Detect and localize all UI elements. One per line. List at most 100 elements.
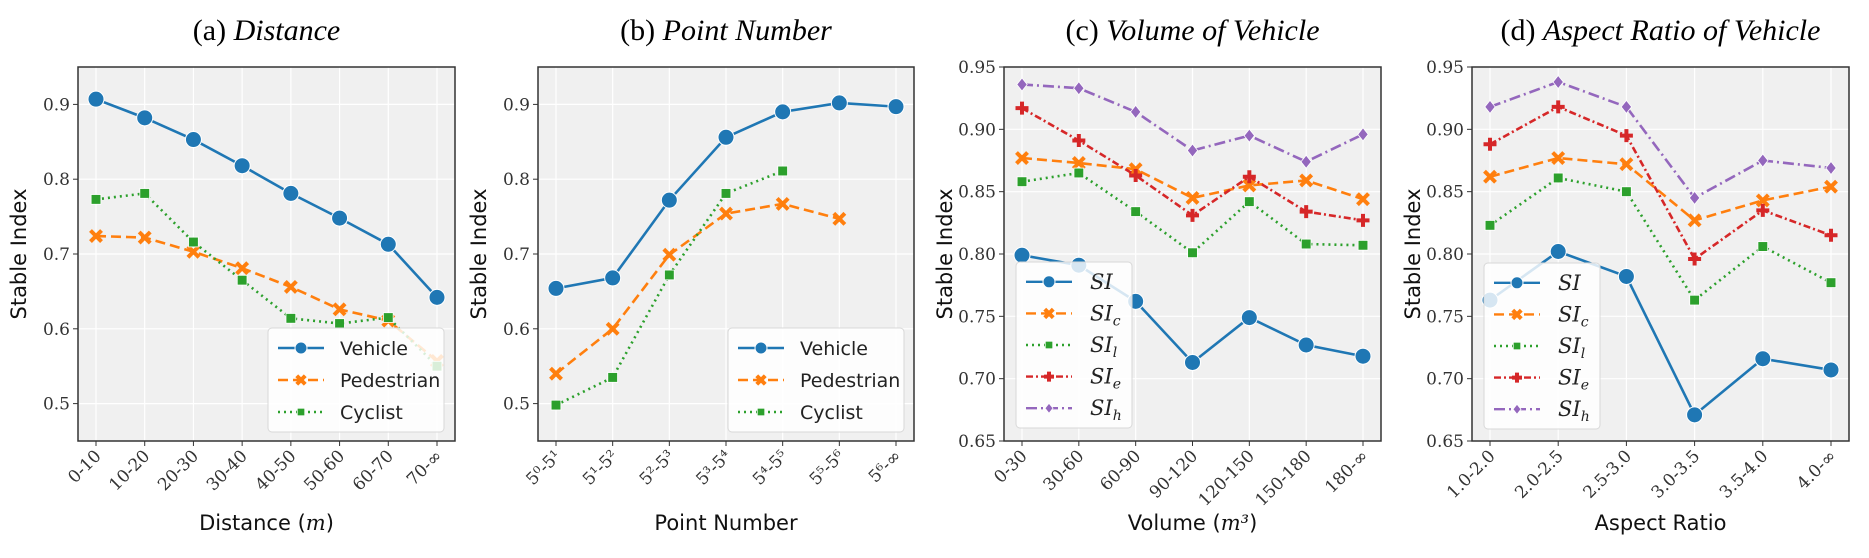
chart-title-main: Volume of Vehicle <box>1106 14 1319 47</box>
data-point <box>1242 178 1257 193</box>
legend-item: Cyclist <box>738 402 863 424</box>
legend-marker <box>1512 403 1522 415</box>
data-point <box>774 103 792 121</box>
legend-label-main: SI <box>1090 365 1113 389</box>
data-point <box>235 261 250 276</box>
x-axis-label-unit: ( <box>1206 511 1221 535</box>
data-point <box>1689 294 1700 306</box>
data-point <box>1825 277 1837 288</box>
data-point <box>334 318 345 329</box>
chart-title-prefix: (c) <box>1065 14 1106 47</box>
legend-marker <box>1043 307 1055 320</box>
data-point <box>1015 101 1029 115</box>
ytick-label: 0.7 <box>43 245 70 265</box>
series-line <box>1489 176 1832 303</box>
data-point <box>1757 241 1769 252</box>
legend-marker <box>1044 340 1054 350</box>
chart-panel-d: (d) Aspect Ratio of Vehicle 0.65 0.70 0.75 0… <box>1401 14 1850 535</box>
xtick-label: 5³-5⁴ <box>692 446 735 489</box>
xtick-label: 5⁵-5⁶ <box>806 446 849 489</box>
legend-item: SIh <box>1494 397 1590 425</box>
data-point <box>604 269 622 287</box>
chart-panel-c: (c) Volume of Vehicle0.650.700.750.800.8… <box>933 14 1382 535</box>
series-sil <box>1016 167 1369 259</box>
data-point <box>1354 347 1372 365</box>
data-point <box>660 191 678 209</box>
data-point <box>1754 350 1772 368</box>
legend-label-main: SI <box>1090 301 1113 325</box>
series-line <box>95 192 438 368</box>
data-point <box>1755 193 1770 208</box>
xtick-label: 60-70 <box>349 446 398 495</box>
legend: Vehicle Pedestrian Cyclist <box>267 327 445 433</box>
xtick-label: 0-30 <box>990 446 1031 487</box>
x-axis-label-text: Volume <box>1128 511 1206 535</box>
series-line <box>95 97 438 299</box>
legend-marker <box>294 341 308 355</box>
series-sie <box>1015 101 1370 227</box>
legend-label-sub: h <box>1581 409 1590 425</box>
x-axis-label: Volume (m³) <box>1128 511 1258 535</box>
data-point <box>1243 128 1256 143</box>
data-point <box>832 211 847 226</box>
legend-label: SIe <box>1090 365 1121 393</box>
xtick-label: 2.0-2.5 <box>1511 446 1567 502</box>
data-point <box>720 188 732 199</box>
legend-item: Pedestrian <box>278 370 440 392</box>
legend-label: SIh <box>1090 396 1122 424</box>
xtick-label: 30-40 <box>203 446 252 495</box>
legend-box <box>267 327 445 433</box>
legend-label-main: SI <box>1558 334 1581 358</box>
data-point <box>383 312 394 323</box>
xtick-label: 3.0-3.5 <box>1648 446 1704 502</box>
xtick-label: 0-10 <box>64 446 105 487</box>
xtick-label: 30-60 <box>1040 446 1089 495</box>
xtick-label: 4.0-∞ <box>1793 446 1840 493</box>
legend-item: SIc <box>1494 302 1589 330</box>
legend-item: SIl <box>1026 333 1117 361</box>
legend-item: Pedestrian <box>738 370 900 392</box>
x-axis-label-close: ) <box>1249 511 1257 535</box>
data-point <box>1484 99 1496 115</box>
legend-item: SIc <box>1026 301 1121 329</box>
legend-label-sub: l <box>1581 346 1585 362</box>
series-cyclist <box>550 165 788 411</box>
ytick-label: 0.5 <box>43 395 70 415</box>
data-point <box>1756 203 1770 217</box>
data-point <box>1549 243 1567 261</box>
xtick-label: 5⁰-5¹ <box>522 446 565 489</box>
y-axis-label: Stable Index <box>933 188 957 319</box>
data-point <box>233 157 251 175</box>
series-sih <box>1484 74 1837 206</box>
ytick-label: 0.75 <box>958 307 996 327</box>
chart-title-main: Distance <box>233 14 341 47</box>
legend-marker <box>755 374 767 386</box>
legend-label-sub: c <box>1581 314 1589 330</box>
data-point <box>1688 252 1702 266</box>
legend-label: SIe <box>1558 366 1589 394</box>
legend-item: Vehicle <box>278 338 408 360</box>
legend-marker <box>1511 308 1523 321</box>
ytick-label: 0.9 <box>43 95 70 115</box>
x-axis-label: Distance (m) <box>199 511 334 535</box>
data-point <box>1072 134 1086 148</box>
data-point <box>379 235 397 253</box>
data-point <box>428 288 446 306</box>
legend-label-main: SI <box>1558 271 1581 295</box>
plot-frame <box>1471 66 1850 442</box>
legend-label: Vehicle <box>340 338 408 360</box>
chart-title: (d) Aspect Ratio of Vehicle <box>1501 14 1821 47</box>
data-point <box>331 209 349 227</box>
legend-item: SIh <box>1026 396 1122 424</box>
ytick-label: 0.70 <box>958 370 996 390</box>
series-sic <box>1483 151 1838 228</box>
data-point <box>1688 190 1701 206</box>
plot-frame <box>537 66 915 442</box>
data-point <box>1686 406 1704 424</box>
ytick-label: 0.85 <box>1426 183 1464 203</box>
data-point <box>1016 77 1028 92</box>
data-point <box>1013 246 1031 264</box>
data-point <box>1484 220 1496 231</box>
